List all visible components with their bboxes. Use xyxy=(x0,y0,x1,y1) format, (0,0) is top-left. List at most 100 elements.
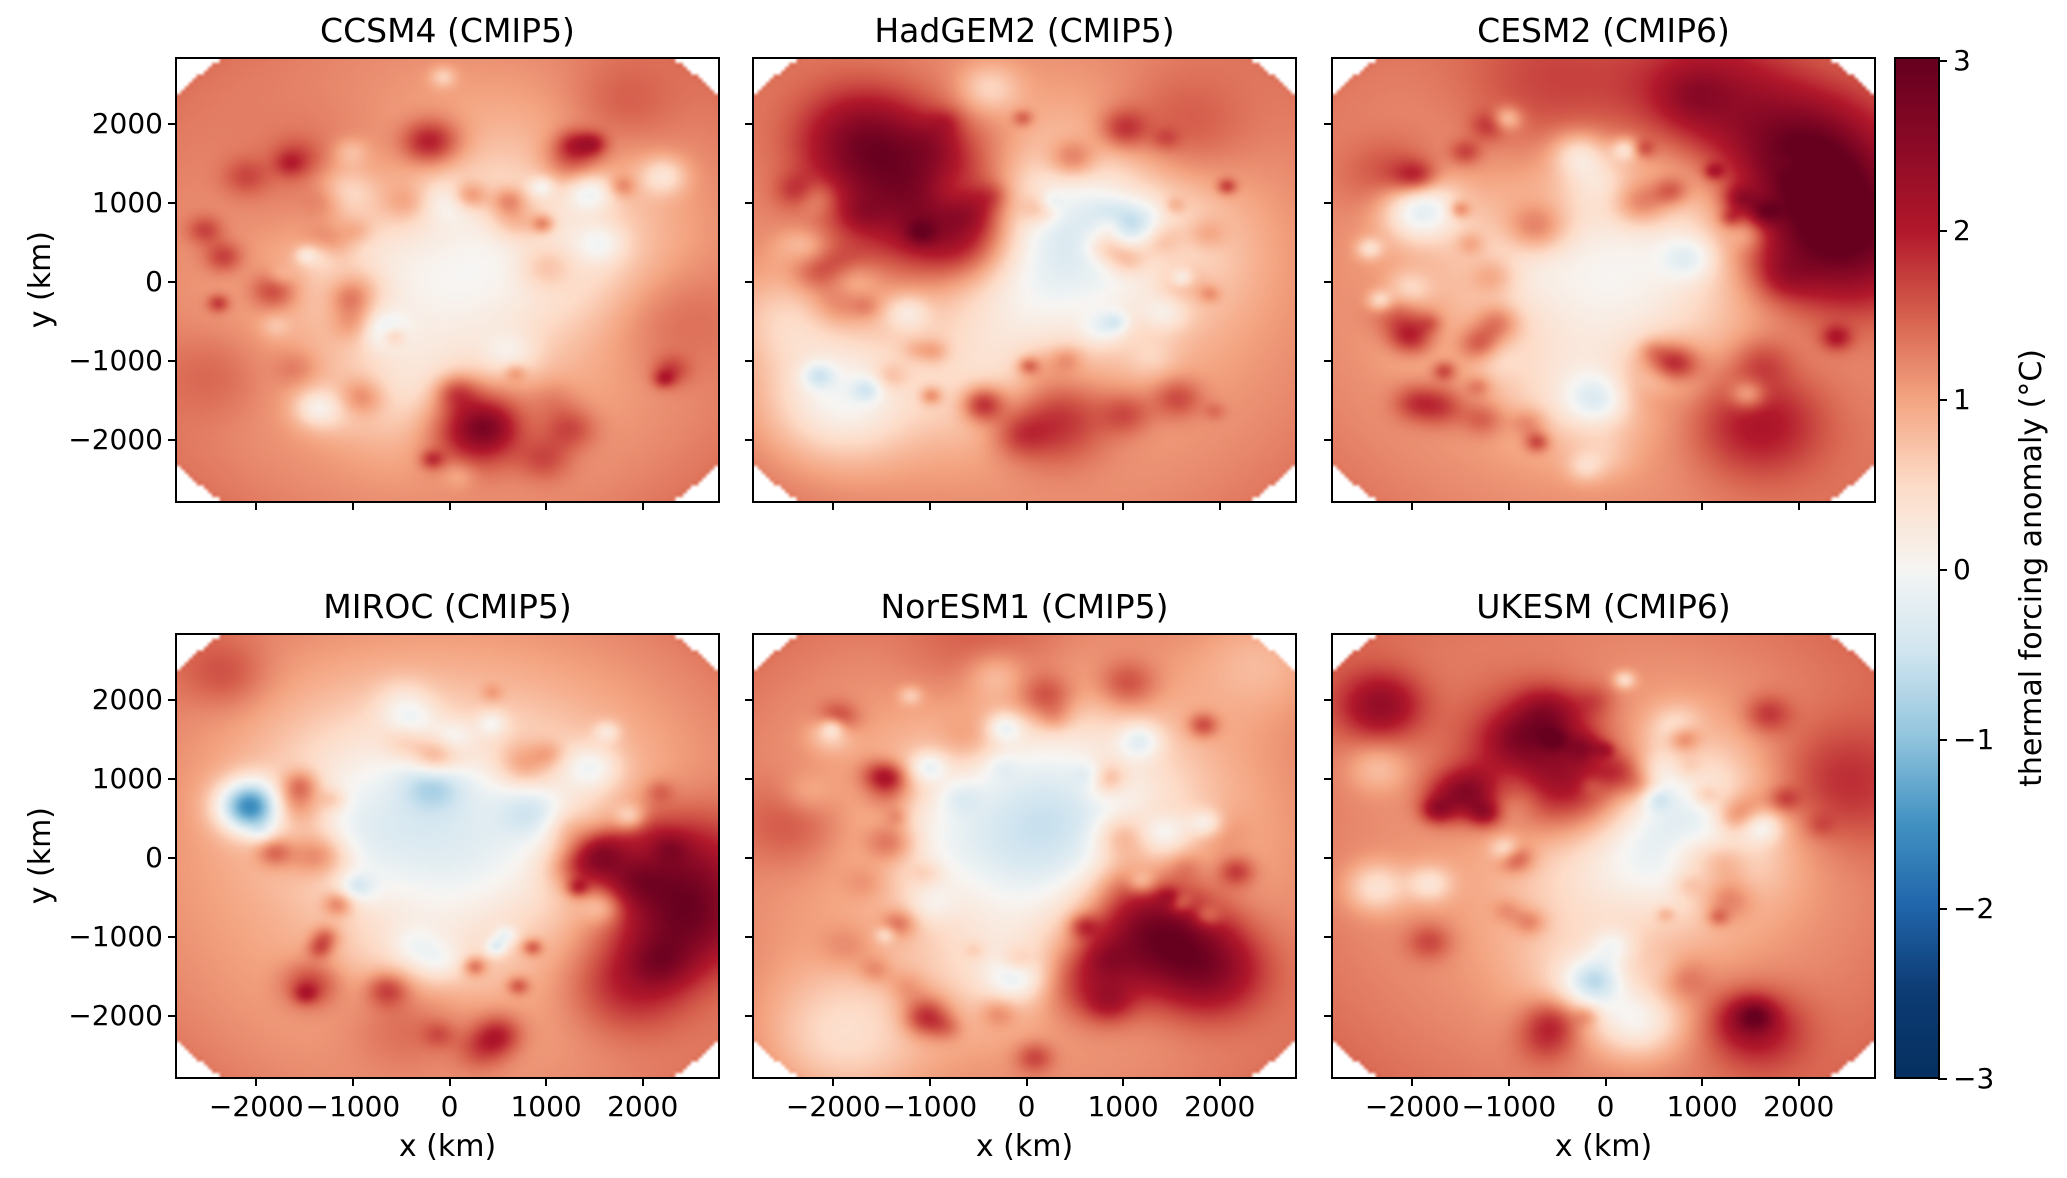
x-tick-mark xyxy=(1797,1077,1800,1086)
x-tick-mark xyxy=(545,1077,548,1086)
y-tick-label: −2000 xyxy=(68,422,163,456)
colorbar-tick-mark xyxy=(1938,1078,1947,1080)
x-tick-mark xyxy=(1025,1077,1028,1086)
y-axis-label-wrap: y (km) xyxy=(23,59,59,501)
y-tick-mark xyxy=(168,123,177,126)
x-tick-label: 2000 xyxy=(1763,1090,1835,1123)
colorbar-tick-mark xyxy=(1938,399,1947,402)
map-heatmap-canvas xyxy=(1333,635,1874,1077)
y-tick-mark xyxy=(1324,438,1333,441)
x-tick-label: 2000 xyxy=(607,1090,679,1123)
y-tick-mark xyxy=(168,1014,177,1017)
x-tick-mark xyxy=(545,501,548,510)
x-tick-mark xyxy=(928,1077,931,1086)
x-tick-mark xyxy=(255,501,258,510)
y-tick-label: −1000 xyxy=(68,343,163,377)
panel-title: NorESM1 (CMIP5) xyxy=(880,586,1169,626)
colorbar-tick-label: −2 xyxy=(1953,892,1995,926)
y-tick-mark xyxy=(1324,359,1333,362)
y-tick-label: −2000 xyxy=(68,998,163,1032)
y-tick-mark xyxy=(745,935,754,938)
map-panel: HadGEM2 (CMIP5) xyxy=(745,12,1297,510)
colorbar-tick-mark xyxy=(1938,908,1947,911)
panel-title: MIROC (CMIP5) xyxy=(323,586,572,626)
colorbar-tick-label: 0 xyxy=(1953,553,1971,586)
panel-title: UKESM (CMIP6) xyxy=(1476,586,1731,626)
y-tick-mark xyxy=(168,699,177,702)
colorbar-tick-label: −3 xyxy=(1953,1062,1995,1095)
colorbar-label: thermal forcing anomaly (°C) xyxy=(2013,349,2049,787)
x-tick-mark xyxy=(1797,501,1800,510)
y-tick-mark xyxy=(168,778,177,781)
x-tick-mark xyxy=(255,1077,258,1086)
x-tick-mark xyxy=(351,1077,354,1086)
colorbar-tick-mark xyxy=(1938,738,1947,741)
map-heatmap-canvas xyxy=(177,635,718,1077)
y-axis-label: y (km) xyxy=(22,807,58,905)
y-tick-label: 0 xyxy=(145,841,163,874)
colorbar-tick-mark xyxy=(1938,229,1947,232)
x-tick-mark xyxy=(1701,501,1704,510)
y-tick-mark xyxy=(745,699,754,702)
y-tick-mark xyxy=(745,1014,754,1017)
colorbar-tick-label: −1 xyxy=(1953,722,1995,756)
x-tick-mark xyxy=(1411,1077,1414,1086)
y-tick-label: 0 xyxy=(145,265,163,298)
x-tick-label: 0 xyxy=(1017,1090,1036,1123)
y-tick-mark xyxy=(745,438,754,441)
colorbar-tick-label: 1 xyxy=(1953,383,1971,417)
panel-title: CCSM4 (CMIP5) xyxy=(320,10,575,50)
y-tick-mark xyxy=(745,123,754,126)
x-tick-mark xyxy=(641,501,644,510)
x-tick-label: 0 xyxy=(440,1090,459,1123)
x-tick-mark xyxy=(641,1077,644,1086)
x-tick-mark xyxy=(1411,501,1414,510)
y-tick-mark xyxy=(1324,202,1333,205)
colorbar-gradient-canvas xyxy=(1896,59,1938,1077)
x-tick-label: −1000 xyxy=(305,1090,401,1123)
colorbar-tick-label: 2 xyxy=(1953,213,1971,247)
x-tick-mark xyxy=(1218,1077,1221,1086)
y-tick-mark xyxy=(745,778,754,781)
x-tick-mark xyxy=(351,501,354,510)
x-tick-label: 2000 xyxy=(1184,1090,1256,1123)
x-tick-mark xyxy=(832,1077,835,1086)
y-tick-mark xyxy=(1324,699,1333,702)
x-tick-mark xyxy=(1218,501,1221,510)
map-heatmap-canvas xyxy=(754,635,1295,1077)
y-tick-mark xyxy=(745,202,754,205)
x-tick-label: −2000 xyxy=(1364,1090,1460,1123)
x-tick-mark xyxy=(448,501,451,510)
x-tick-mark xyxy=(1701,1077,1704,1086)
y-tick-mark xyxy=(745,359,754,362)
x-tick-label: 0 xyxy=(1596,1090,1615,1123)
map-panel: CCSM4 (CMIP5) 2000 1000 0 −1000 −2000 y (km) xyxy=(23,12,720,510)
y-tick-label: 1000 xyxy=(91,762,163,796)
y-tick-mark xyxy=(1324,281,1333,283)
x-tick-label: 1000 xyxy=(1087,1090,1159,1123)
panel-title: CESM2 (CMIP6) xyxy=(1477,10,1730,50)
y-tick-mark xyxy=(1324,123,1333,126)
map-heatmap-canvas xyxy=(177,59,718,501)
x-tick-mark xyxy=(448,1077,451,1086)
x-tick-mark xyxy=(1507,1077,1510,1086)
map-panel: MIROC (CMIP5) −2000 −1000 0 1000 2000 2000 100… xyxy=(23,588,720,1164)
colorbar-tick-label: 3 xyxy=(1953,44,1971,77)
y-tick-label: 2000 xyxy=(91,107,163,141)
y-tick-mark xyxy=(168,281,177,283)
y-tick-mark xyxy=(1324,935,1333,938)
y-axis-label: y (km) xyxy=(22,231,58,329)
y-tick-mark xyxy=(745,281,754,283)
x-tick-mark xyxy=(1122,1077,1125,1086)
y-tick-mark xyxy=(1324,857,1333,859)
map-heatmap-canvas xyxy=(1333,59,1874,501)
x-tick-mark xyxy=(1025,501,1028,510)
x-axis-label: x (km) xyxy=(1554,1129,1653,1164)
x-tick-label: 1000 xyxy=(510,1090,582,1123)
map-heatmap-canvas xyxy=(754,59,1295,501)
colorbar: 3 2 1 0 −1 −2 −3 xyxy=(1894,47,1994,1093)
map-panel: NorESM1 (CMIP5) −2000 −1000 0 1000 2000 x (km… xyxy=(745,588,1297,1164)
x-tick-mark xyxy=(1122,501,1125,510)
x-tick-label: 1000 xyxy=(1666,1090,1738,1123)
